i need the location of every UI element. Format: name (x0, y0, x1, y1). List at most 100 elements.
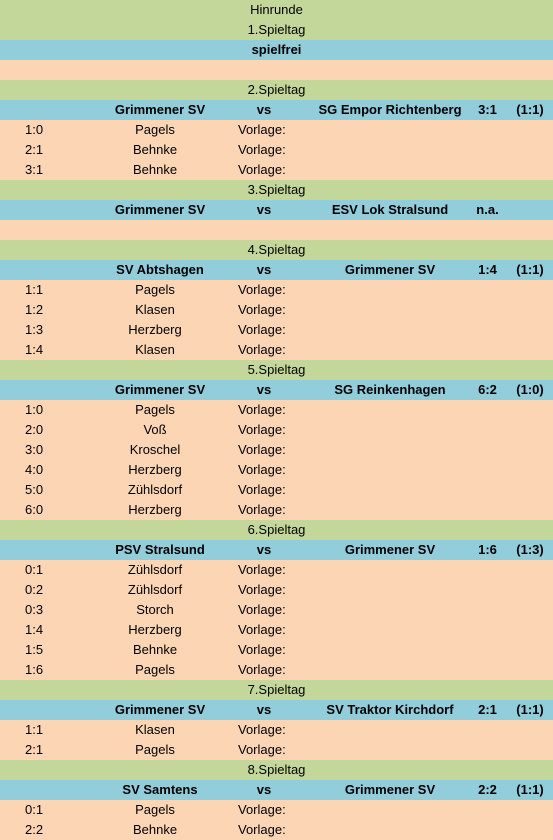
goal-score: 2:1 (25, 742, 44, 757)
goal-score: 2:2 (25, 822, 44, 837)
goal-score: 6:0 (25, 502, 44, 517)
goal-scorer: Klasen (135, 342, 175, 357)
goal-score: 1:4 (25, 622, 44, 637)
goal-row: 0:2 Zühlsdorf Vorlage: (0, 580, 553, 600)
goal-score: 3:0 (25, 442, 44, 457)
assist-label: Vorlage: (238, 642, 286, 657)
assist-label: Vorlage: (238, 722, 286, 737)
goal-score: 0:1 (25, 802, 44, 817)
goal-scorer: Behnke (132, 162, 178, 177)
halftime-result: (1:1) (516, 782, 544, 797)
away-team: Grimmener SV (344, 782, 436, 797)
goal-row: 2:2 Behnke Vorlage: (0, 820, 553, 840)
goal-row: 1:4 Herzberg Vorlage: (0, 620, 553, 640)
assist-label: Vorlage: (238, 442, 286, 457)
vs-label: vs (256, 202, 272, 217)
vs-label: vs (256, 102, 272, 117)
away-team: Grimmener SV (344, 542, 436, 557)
assist-label: Vorlage: (238, 402, 286, 417)
goal-score: 3:1 (25, 162, 44, 177)
goal-score: 1:5 (25, 642, 44, 657)
goal-row: 1:3 Herzberg Vorlage: (0, 320, 553, 340)
goal-score: 1:3 (25, 322, 44, 337)
goal-row: 1:1 Pagels Vorlage: (0, 280, 553, 300)
goal-scorer: Kroschel (129, 442, 181, 457)
match-row: Grimmener SV vs SG Empor Richtenberg 3:1 (1:… (0, 100, 553, 120)
round-label: 3.Spieltag (0, 180, 553, 200)
round-label: 4.Spieltag (0, 240, 553, 260)
goal-score: 1:4 (25, 342, 44, 357)
goal-scorer: Herzberg (128, 322, 182, 337)
assist-label: Vorlage: (238, 162, 286, 177)
round-label: 1.Spieltag (0, 20, 553, 40)
goal-row: 2:1 Behnke Vorlage: (0, 140, 553, 160)
goal-row: 3:0 Kroschel Vorlage: (0, 440, 553, 460)
goal-row: 1:6 Pagels Vorlage: (0, 660, 553, 680)
goal-row: 2:1 Pagels Vorlage: (0, 740, 553, 760)
assist-label: Vorlage: (238, 622, 286, 637)
goal-row: 1:0 Pagels Vorlage: (0, 400, 553, 420)
vs-label: vs (256, 702, 272, 717)
round-label: 2.Spieltag (0, 80, 553, 100)
goal-scorer: Storch (136, 602, 174, 617)
goal-row: 1:4 Klasen Vorlage: (0, 340, 553, 360)
match-result: n.a. (476, 202, 499, 217)
away-team: Grimmener SV (344, 262, 436, 277)
vs-label: vs (256, 542, 272, 557)
goal-score: 5:0 (25, 482, 44, 497)
goal-scorer: Behnke (132, 642, 178, 657)
away-team: ESV Lok Stralsund (331, 202, 449, 217)
goal-scorer: Klasen (135, 722, 175, 737)
assist-label: Vorlage: (238, 802, 286, 817)
goal-row: 1:2 Klasen Vorlage: (0, 300, 553, 320)
vs-label: vs (256, 382, 272, 397)
assist-label: Vorlage: (238, 582, 286, 597)
away-team: SV Traktor Kirchdorf (326, 702, 454, 717)
match-row: SV Abtshagen vs Grimmener SV 1:4 (1:1) (0, 260, 553, 280)
goal-score: 1:6 (25, 662, 44, 677)
goal-scorer: Voß (143, 422, 167, 437)
vs-label: vs (256, 262, 272, 277)
match-row: SV Samtens vs Grimmener SV 2:2 (1:1) (0, 780, 553, 800)
empty-row (0, 60, 553, 80)
goal-row: 2:0 Voß Vorlage: (0, 420, 553, 440)
goal-score: 1:0 (25, 122, 44, 137)
goal-row: 1:1 Klasen Vorlage: (0, 720, 553, 740)
match-row: PSV Stralsund vs Grimmener SV 1:6 (1:3) (0, 540, 553, 560)
goal-scorer: Herzberg (128, 462, 182, 477)
home-team: PSV Stralsund (115, 542, 205, 557)
halftime-result: (1:1) (516, 102, 544, 117)
goal-scorer: Pagels (135, 742, 175, 757)
round-label: 7.Spieltag (0, 680, 553, 700)
match-row: Grimmener SV vs SV Traktor Kirchdorf 2:1 (1:… (0, 700, 553, 720)
goal-scorer: Zühlsdorf (127, 482, 183, 497)
match-result: 1:6 (478, 542, 497, 557)
assist-label: Vorlage: (238, 342, 286, 357)
assist-label: Vorlage: (238, 822, 286, 837)
goal-score: 2:0 (25, 422, 44, 437)
assist-label: Vorlage: (238, 562, 286, 577)
match-result: 1:4 (478, 262, 497, 277)
goal-scorer: Pagels (135, 802, 175, 817)
match-row: Grimmener SV vs ESV Lok Stralsund n.a. (0, 200, 553, 220)
goal-scorer: Behnke (132, 142, 178, 157)
round-label: 5.Spieltag (0, 360, 553, 380)
halftime-result (510, 200, 550, 220)
assist-label: Vorlage: (238, 302, 286, 317)
goal-score: 1:1 (25, 282, 44, 297)
home-team: SV Abtshagen (116, 262, 204, 277)
round-label: 8.Spieltag (0, 760, 553, 780)
assist-label: Vorlage: (238, 602, 286, 617)
match-result: 6:2 (478, 382, 497, 397)
goal-scorer: Zühlsdorf (127, 582, 183, 597)
assist-label: Vorlage: (238, 322, 286, 337)
goal-row: 0:1 Pagels Vorlage: (0, 800, 553, 820)
home-team: SV Samtens (122, 782, 198, 797)
home-team: Grimmener SV (114, 202, 206, 217)
match-result: 2:1 (478, 702, 497, 717)
goal-scorer: Pagels (135, 402, 175, 417)
bye-row: spielfrei (0, 40, 553, 60)
assist-label: Vorlage: (238, 502, 286, 517)
assist-label: Vorlage: (238, 462, 286, 477)
